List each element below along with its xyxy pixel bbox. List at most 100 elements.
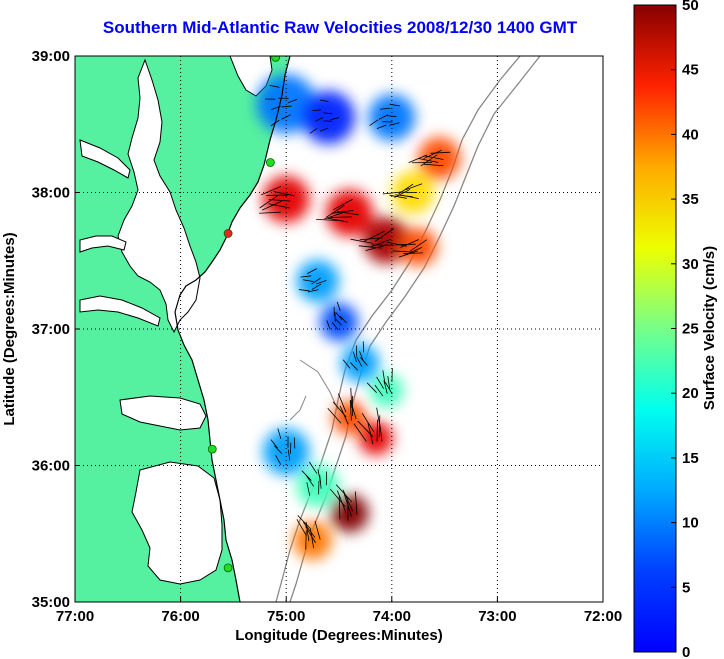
velocity-arrow-114 <box>353 423 367 442</box>
station-3[interactable] <box>207 444 217 454</box>
velocity-arrow-55 <box>337 210 359 216</box>
velocity-arrow-130 <box>306 482 311 496</box>
river-york <box>79 235 127 253</box>
velocity-arrow-39 <box>401 194 419 200</box>
y-tick-labels: 35:00 36:00 37:00 38:00 39:00 <box>32 48 80 611</box>
velocity-arrow-29 <box>430 151 451 154</box>
velocity-arrow-71 <box>403 252 424 255</box>
colorbar-ticks: 0 5 10 15 20 25 30 35 40 45 50 <box>671 0 699 659</box>
velocity-arrow-131 <box>305 474 315 487</box>
velocity-arrow-95 <box>359 356 368 366</box>
x-tick-1: 76:00 <box>161 608 199 625</box>
isobath-inner <box>289 359 339 421</box>
velocity-arrow-65 <box>392 250 413 253</box>
x-axis-label: Longitude (Degrees:Minutes) <box>235 627 443 644</box>
velocity-arrow-74 <box>298 289 310 292</box>
velocity-arrow-124 <box>270 439 278 449</box>
velocity-arrow-69 <box>410 239 428 252</box>
velocity-arrow-34 <box>382 191 401 195</box>
colorbar-tick-1: 5 <box>682 579 690 596</box>
velocity-arrow-15 <box>330 117 340 121</box>
velocity-arrow-139 <box>337 490 347 513</box>
colorbar-tick-5: 25 <box>682 321 699 338</box>
velocity-arrow-151 <box>314 520 321 540</box>
velocity-arrow-111 <box>349 399 357 420</box>
river-potomac <box>79 139 131 179</box>
velocity-arrow-40 <box>268 199 291 202</box>
velocity-arrow-62 <box>369 238 392 248</box>
land-mass <box>75 56 290 602</box>
y-tick-4: 39:00 <box>32 48 70 65</box>
colorbar-tick-6: 30 <box>682 256 699 273</box>
velocity-arrow-9 <box>319 127 329 132</box>
velocity-arrow-118 <box>378 415 381 438</box>
velocity-arrow-31 <box>423 163 444 167</box>
velocity-arrow-125 <box>277 428 282 440</box>
speed-region-13 <box>332 400 367 435</box>
velocity-arrow-64 <box>398 250 419 258</box>
chesapeake-bay <box>117 58 201 334</box>
velocity-arrow-51 <box>324 211 346 220</box>
velocity-arrow-58 <box>350 238 373 244</box>
x-tick-labels: 77:00 76:00 75:00 74:00 73:00 72:00 <box>56 597 622 625</box>
velocity-arrow-115 <box>357 420 374 437</box>
station-1[interactable] <box>265 158 275 167</box>
velocity-arrow-81 <box>331 322 339 330</box>
velocity-vectors <box>259 84 451 550</box>
velocity-arrow-42 <box>259 211 281 214</box>
velocity-arrow-149 <box>297 515 312 530</box>
y-tick-2: 37:00 <box>32 321 70 338</box>
speed-region-1 <box>302 91 355 144</box>
x-tick-2: 75:00 <box>267 608 305 625</box>
speed-region-0 <box>256 74 316 134</box>
velocity-arrow-5 <box>269 84 280 88</box>
velocity-arrow-76 <box>300 275 312 278</box>
velocity-arrow-116 <box>361 413 375 433</box>
isobath-shelf <box>275 56 521 602</box>
velocity-arrow-47 <box>273 191 295 197</box>
velocity-arrow-30 <box>423 155 444 160</box>
velocity-arrow-80 <box>334 317 342 326</box>
velocity-arrow-99 <box>376 376 385 389</box>
velocity-arrow-66 <box>387 241 407 247</box>
x-tick-0: 77:00 <box>56 608 94 625</box>
pamlico-sound <box>131 461 223 585</box>
velocity-arrow-73 <box>307 289 319 293</box>
velocity-arrow-148 <box>296 519 307 537</box>
station-4[interactable] <box>223 563 233 573</box>
velocity-arrow-23 <box>389 122 400 126</box>
velocity-arrow-28 <box>423 149 442 160</box>
colorbar-tick-4: 20 <box>682 385 699 402</box>
velocity-arrow-150 <box>303 521 316 538</box>
station-2[interactable] <box>223 229 233 238</box>
map-title: Southern Mid-Atlantic Raw Velocities 200… <box>102 18 578 37</box>
velocity-arrow-87 <box>339 315 347 324</box>
x-tick-4: 73:00 <box>478 608 516 625</box>
velocity-arrow-72 <box>311 283 322 290</box>
velocity-arrow-0 <box>281 105 292 108</box>
velocity-arrow-60 <box>363 230 385 242</box>
velocity-arrow-12 <box>312 109 322 112</box>
velocity-arrow-134 <box>317 469 321 483</box>
y-tick-0: 35:00 <box>32 594 70 611</box>
colorbar-label: Surface Velocity (cm/s) <box>701 246 718 410</box>
speed-region-16 <box>296 464 339 508</box>
velocity-arrow-97 <box>374 384 384 397</box>
velocity-arrow-45 <box>260 186 282 196</box>
velocity-arrow-147 <box>305 521 310 542</box>
velocity-arrow-88 <box>356 356 363 367</box>
colorbar-tick-3: 15 <box>682 450 699 467</box>
velocity-arrow-107 <box>332 401 347 418</box>
station-0[interactable] <box>271 53 281 62</box>
colorbar-tick-7: 35 <box>682 191 699 208</box>
velocity-arrow-18 <box>369 119 379 126</box>
velocity-arrow-104 <box>349 400 352 421</box>
velocity-arrow-90 <box>342 359 351 369</box>
grid-lines <box>75 56 603 602</box>
velocity-arrow-70 <box>403 247 423 256</box>
velocity-arrow-121 <box>287 449 291 461</box>
velocity-arrow-108 <box>337 393 347 413</box>
velocity-arrow-140 <box>329 488 346 508</box>
velocity-arrow-127 <box>293 437 296 449</box>
